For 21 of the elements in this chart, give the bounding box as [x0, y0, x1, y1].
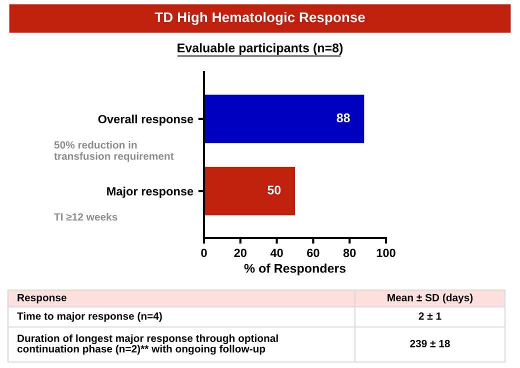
text: TI ≥12 weeks [54, 213, 118, 221]
data-label: 88 [336, 113, 350, 122]
text: Mean ± SD (days) [388, 294, 473, 304]
chart-subtitle: Evaluable participants (n=8) [178, 43, 343, 55]
y-tick-label: Major response [107, 186, 194, 198]
chart-title: TD High Hematologic Response [154, 12, 365, 26]
text: 239 ± 18 [410, 340, 450, 348]
y-tick-label: Overall response [98, 114, 194, 126]
text: Time to major response (n=4) [17, 312, 162, 322]
x-axis-title: % of Responders [244, 264, 346, 276]
x-tick-label: 80 [343, 248, 356, 258]
text: 50% reduction in transfusion requirement [54, 141, 174, 162]
x-tick-label: 100 [376, 248, 396, 258]
x-tick-label: 40 [270, 248, 283, 258]
text: Duration of longest major response through optional continuation phase (n=2)** with ongoing follow-up [17, 334, 278, 355]
text: 2 ± 1 [418, 312, 442, 320]
x-tick-label: 60 [307, 248, 320, 258]
x-tick-label: 0 [201, 248, 207, 258]
data-label: 50 [268, 186, 281, 194]
x-tick-label: 20 [234, 248, 246, 258]
text: Response [18, 294, 66, 304]
